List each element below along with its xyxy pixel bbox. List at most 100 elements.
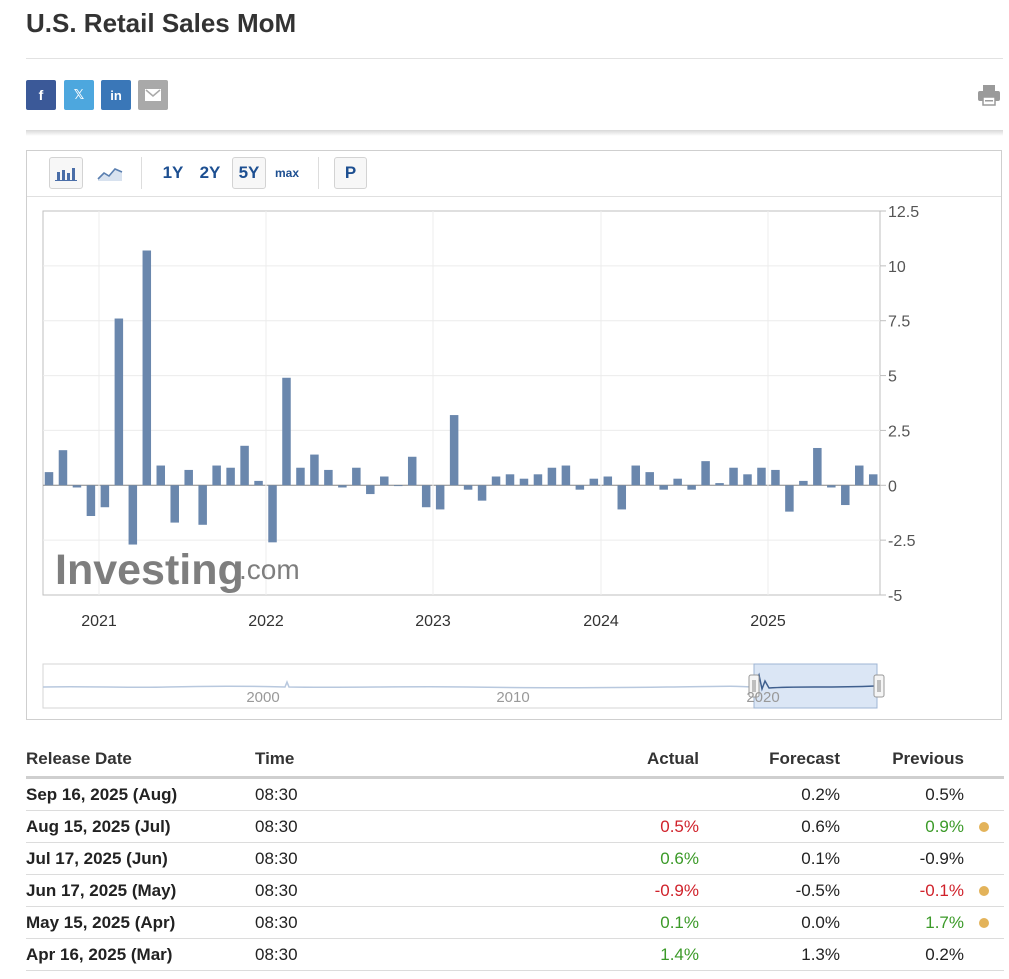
bar[interactable] (533, 474, 543, 486)
bar[interactable] (799, 480, 808, 486)
table-row: May 15, 2025 (Apr) 08:30 0.1% 0.0% 1.7% (26, 906, 1004, 939)
bar[interactable] (254, 480, 263, 486)
bar[interactable] (296, 467, 305, 486)
bar[interactable] (561, 465, 571, 486)
bar[interactable] (86, 485, 96, 517)
header-previous[interactable]: Previous (840, 742, 964, 779)
chart-navigator[interactable]: 2000 2010 2020 (42, 663, 885, 709)
release-date-cell: May 15, 2025 (Apr) (26, 906, 255, 939)
bar[interactable] (338, 485, 347, 488)
bar[interactable] (673, 478, 682, 486)
bar[interactable] (407, 456, 417, 486)
bar[interactable] (659, 485, 668, 490)
bar[interactable] (184, 469, 193, 486)
bar[interactable] (645, 472, 654, 486)
bar[interactable] (226, 467, 235, 486)
bar[interactable] (72, 485, 82, 488)
linkedin-share-button[interactable]: in (101, 80, 131, 110)
bar[interactable] (757, 467, 766, 486)
bar[interactable] (421, 485, 431, 508)
revised-indicator-cell (964, 842, 1004, 875)
navigator-tick-label: 2000 (246, 689, 279, 706)
bar[interactable] (324, 469, 333, 486)
bar[interactable] (715, 483, 724, 486)
bar[interactable] (100, 485, 110, 508)
y-tick-label: -5 (888, 588, 902, 605)
range-max-button[interactable]: max (274, 166, 300, 180)
print-button[interactable] (977, 84, 1001, 111)
bar[interactable] (380, 476, 389, 486)
bar-chart-type-button[interactable] (49, 157, 83, 189)
bar[interactable] (813, 447, 822, 486)
bar[interactable] (603, 476, 613, 486)
watermark-main-text: Investing (55, 546, 244, 594)
navigator-left-handle[interactable] (748, 674, 760, 698)
bar[interactable] (58, 450, 68, 486)
header-forecast[interactable]: Forecast (699, 742, 840, 779)
line-chart-type-button[interactable] (93, 157, 127, 189)
time-cell: 08:30 (255, 810, 405, 843)
bar[interactable] (841, 485, 850, 506)
bar[interactable] (785, 485, 794, 512)
bar[interactable] (212, 465, 221, 486)
bar[interactable] (519, 478, 529, 486)
bar[interactable] (491, 476, 501, 486)
bar[interactable] (366, 485, 375, 495)
bar[interactable] (394, 485, 403, 487)
forecast-cell: 0.0% (699, 906, 840, 939)
bar[interactable] (114, 318, 124, 486)
linkedin-icon: in (110, 87, 122, 103)
bar[interactable] (128, 485, 138, 545)
range-2y-button[interactable]: 2Y (199, 163, 221, 182)
bar[interactable] (505, 474, 515, 486)
bar[interactable] (310, 454, 319, 486)
range-5y-button[interactable]: 5Y (232, 157, 266, 189)
forecast-cell: -0.5% (699, 874, 840, 907)
bar[interactable] (575, 485, 585, 490)
bar[interactable] (44, 472, 54, 486)
bar[interactable] (240, 445, 249, 486)
bar[interactable] (142, 250, 152, 486)
bar[interactable] (827, 485, 836, 488)
time-cell: 08:30 (255, 906, 405, 939)
bar[interactable] (743, 474, 752, 486)
y-tick-label: 0 (888, 478, 897, 495)
header-release-date[interactable]: Release Date (26, 742, 255, 779)
bar[interactable] (687, 485, 696, 490)
bar[interactable] (617, 485, 627, 510)
header-time[interactable]: Time (255, 742, 405, 779)
bar[interactable] (701, 461, 710, 486)
bar[interactable] (198, 485, 207, 525)
revised-dot-icon[interactable] (979, 917, 989, 928)
twitter-share-button[interactable]: 𝕏 (64, 80, 94, 110)
range-1y-button[interactable]: 1Y (162, 163, 184, 182)
revised-indicator-cell (964, 906, 1004, 939)
bar[interactable] (282, 377, 291, 486)
bar[interactable] (547, 467, 557, 486)
bar[interactable] (855, 465, 864, 486)
navigator-tick-label: 2010 (496, 689, 529, 706)
bar[interactable] (729, 467, 738, 486)
header-actual[interactable]: Actual (405, 742, 699, 779)
bar[interactable] (435, 485, 445, 510)
bar[interactable] (156, 465, 166, 486)
p-button[interactable]: P (334, 157, 367, 189)
bar[interactable] (170, 485, 179, 523)
bar[interactable] (589, 478, 599, 486)
email-share-button[interactable] (138, 80, 168, 110)
bar[interactable] (868, 474, 878, 486)
twitter-icon: 𝕏 (73, 87, 85, 102)
bar[interactable] (449, 415, 459, 486)
bar[interactable] (268, 485, 277, 543)
forecast-cell: 0.1% (699, 842, 840, 875)
navigator-right-handle[interactable] (873, 674, 885, 698)
revised-dot-icon[interactable] (979, 821, 989, 832)
facebook-share-button[interactable]: f (26, 80, 56, 110)
bar[interactable] (463, 485, 473, 490)
bar[interactable] (477, 485, 487, 501)
bar[interactable] (631, 465, 640, 486)
table-row: Jul 17, 2025 (Jun) 08:30 0.6% 0.1% -0.9% (26, 842, 1004, 875)
revised-dot-icon[interactable] (979, 885, 989, 896)
bar[interactable] (352, 467, 361, 486)
bar[interactable] (771, 469, 780, 486)
